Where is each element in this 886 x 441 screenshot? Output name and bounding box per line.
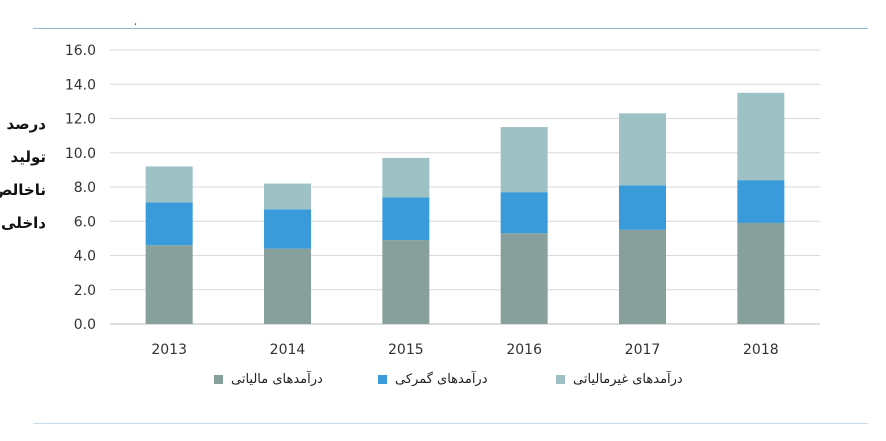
bar-segment-customs — [145, 202, 193, 246]
stacked-bar-chart: 0.0 2.0 4.0 6.0 8.0 10.0 12.0 14.0 16.0 2013 2014 2… — [65, 43, 820, 358]
header-mark: ، — [134, 18, 137, 28]
bar-segment-tax — [382, 240, 430, 324]
legend-swatch-nontax — [556, 375, 565, 384]
y-tick-label: 8.0 — [74, 180, 96, 196]
y-axis-label: درصد تولید ناخالص داخلی — [0, 108, 46, 240]
y-axis-label-line: داخلی — [1, 214, 46, 232]
bar-segment-tax — [145, 245, 193, 324]
y-tick-label: 10.0 — [65, 146, 96, 162]
x-tick-label: 2014 — [270, 342, 306, 358]
y-tick-label: 14.0 — [65, 77, 96, 93]
legend-item-nontax: درآمدهای غیرمالیاتی — [556, 372, 683, 387]
y-tick-label: 0.0 — [74, 317, 96, 333]
top-rule — [33, 28, 868, 29]
bar-segment-nontax — [264, 183, 311, 210]
y-tick-label: 16.0 — [65, 43, 96, 59]
bar-segment-nontax — [500, 127, 548, 193]
x-tick-label: 2018 — [743, 342, 779, 358]
legend-item-tax: درآمدهای مالیاتی — [214, 372, 323, 387]
y-tick-label: 2.0 — [74, 283, 96, 299]
bar-segment-nontax — [737, 92, 785, 181]
x-tick-label: 2017 — [625, 342, 661, 358]
y-tick-label: 4.0 — [74, 249, 96, 265]
y-tick-label: 6.0 — [74, 214, 96, 230]
y-axis-label-line: درصد — [6, 115, 47, 133]
x-tick-label: 2016 — [506, 342, 542, 358]
x-tick-label: 2013 — [151, 342, 187, 358]
bar-segment-tax — [264, 248, 311, 324]
bar-segment-nontax — [619, 113, 666, 186]
bar-segment-tax — [737, 222, 785, 324]
legend-label-customs: درآمدهای گمرکی — [395, 372, 488, 387]
y-axis-label-line: ناخالص — [0, 181, 46, 199]
x-tick-label: 2015 — [388, 342, 424, 358]
bar-segment-tax — [500, 233, 548, 324]
y-axis-label-line: تولید — [10, 148, 46, 166]
bottom-rule — [33, 423, 868, 424]
bar-segment-customs — [382, 197, 430, 241]
y-tick-label: 12.0 — [65, 112, 96, 128]
bar-segment-customs — [619, 185, 666, 230]
legend: درآمدهای مالیاتی درآمدهای گمرکی درآمدهای… — [0, 372, 886, 396]
legend-item-customs: درآمدهای گمرکی — [378, 372, 488, 387]
bar-segment-customs — [500, 192, 548, 234]
legend-label-tax: درآمدهای مالیاتی — [231, 372, 323, 387]
legend-swatch-customs — [378, 375, 387, 384]
bar-segment-tax — [619, 229, 666, 324]
bar-segment-customs — [737, 180, 785, 223]
legend-swatch-tax — [214, 375, 223, 384]
bar-segment-nontax — [145, 166, 193, 203]
bar-segment-customs — [264, 209, 311, 249]
legend-label-nontax: درآمدهای غیرمالیاتی — [573, 372, 683, 387]
bar-segment-nontax — [382, 157, 430, 198]
